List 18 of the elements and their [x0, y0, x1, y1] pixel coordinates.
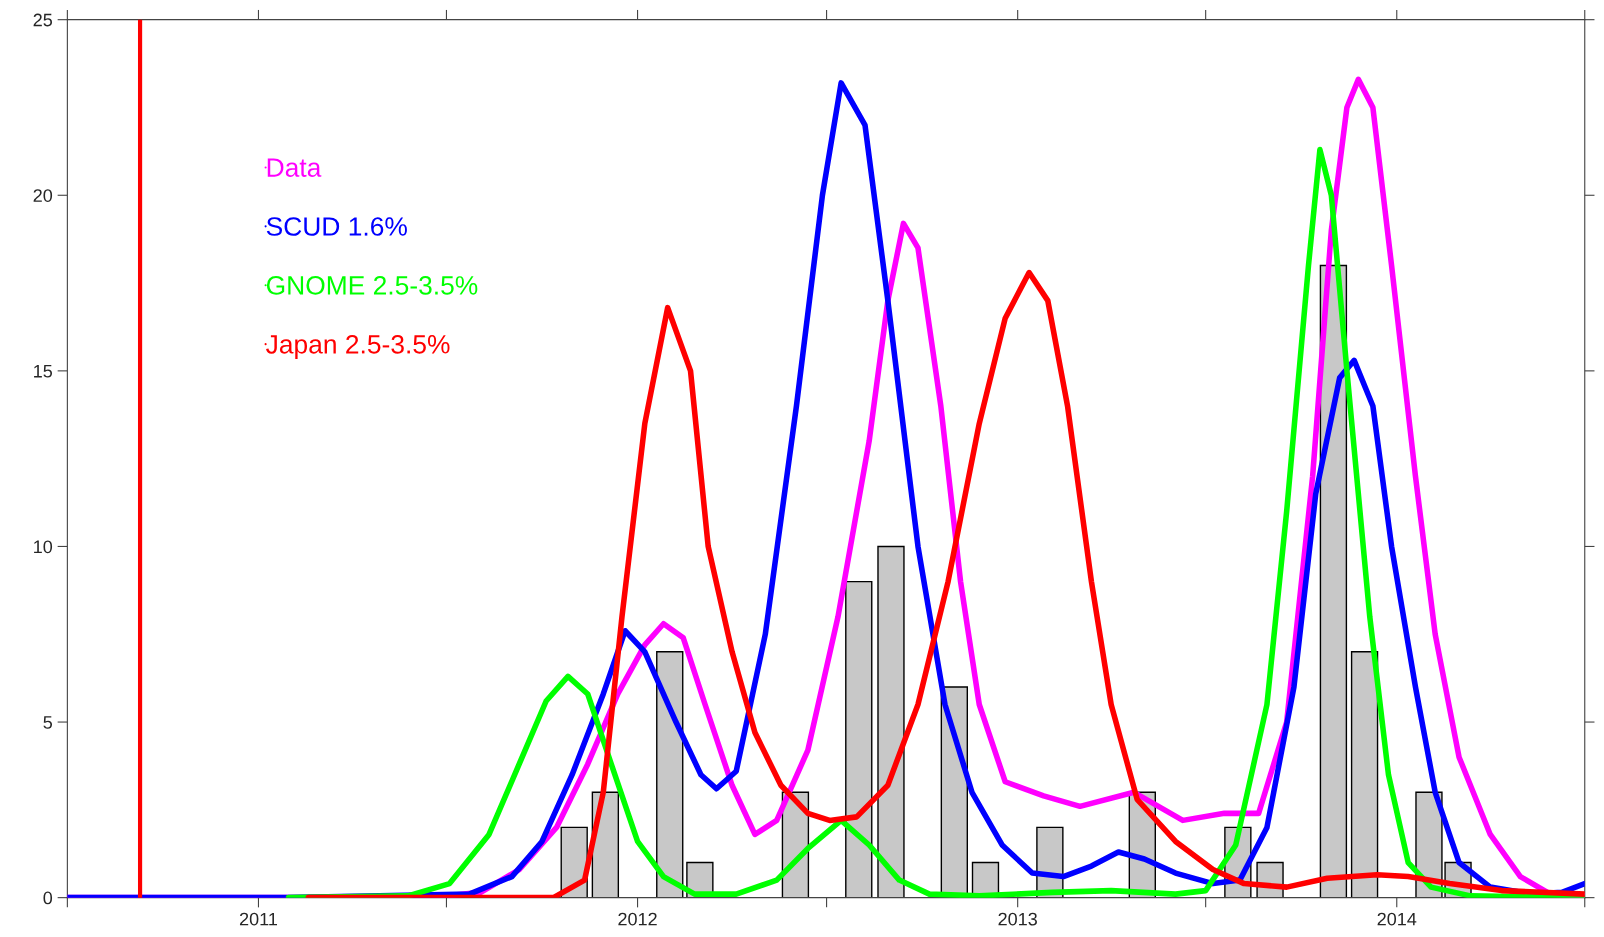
y-tick-label: 10 [34, 540, 53, 554]
y-tick-label: 15 [34, 364, 53, 378]
bar [845, 580, 873, 898]
y-tick-label: 5 [43, 716, 53, 729]
bar [877, 545, 905, 898]
x-tick-label: 2011 [239, 912, 278, 926]
x-tick-label: 2014 [1377, 912, 1417, 926]
x-tick-label: 2013 [998, 912, 1037, 926]
y-tick-label: 25 [33, 13, 53, 27]
bar [656, 651, 684, 898]
y-tick-label: 0 [43, 891, 53, 905]
bar [1350, 651, 1379, 898]
y-tick-label: 20 [33, 189, 53, 202]
legend-label: GNOME 2.5-3.5% [266, 276, 478, 295]
legend-label: SCUD 1.6% [266, 217, 407, 236]
legend-label: Data [267, 158, 322, 177]
x-tick-label: 2012 [618, 912, 657, 926]
legend-label: Japan 2.5-3.5% [266, 334, 450, 359]
